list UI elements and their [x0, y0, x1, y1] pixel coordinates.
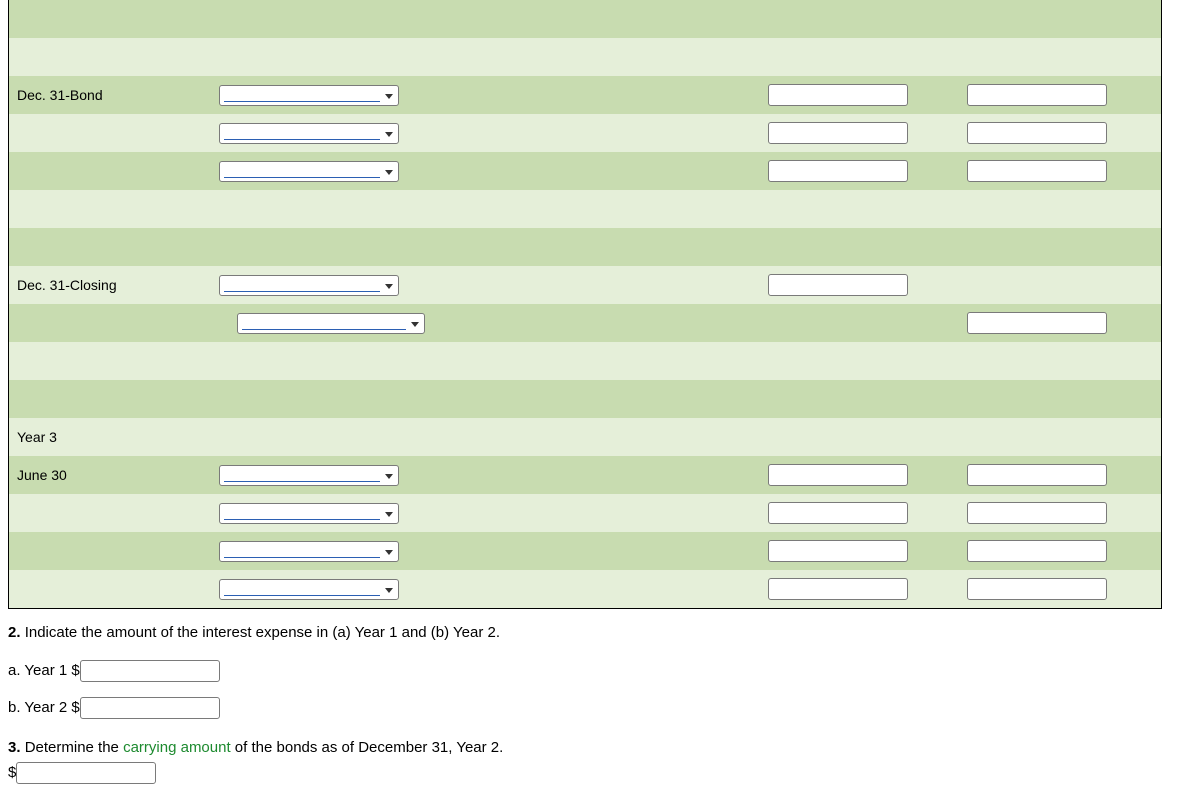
- credit-input[interactable]: [967, 578, 1107, 600]
- q2-text: Indicate the amount of the interest expe…: [25, 624, 500, 641]
- q2a-label: a. Year 1: [8, 662, 67, 679]
- account-dropdown[interactable]: [219, 503, 399, 524]
- table-row: [9, 38, 1161, 76]
- q2b-label: b. Year 2: [8, 699, 67, 716]
- question-2: 2. Indicate the amount of the interest e…: [8, 620, 1192, 646]
- q2a-line: a. Year 1 $: [8, 658, 1192, 684]
- date-label: Dec. 31-Bond: [9, 87, 209, 103]
- debit-input[interactable]: [768, 464, 908, 486]
- year2-input[interactable]: [80, 697, 220, 719]
- credit-input[interactable]: [967, 464, 1107, 486]
- q2b-line: b. Year 2 $: [8, 695, 1192, 721]
- debit-input[interactable]: [768, 540, 908, 562]
- debit-input[interactable]: [768, 578, 908, 600]
- table-row: [9, 570, 1161, 608]
- carrying-amount-input[interactable]: [16, 762, 156, 784]
- account-dropdown[interactable]: [219, 541, 399, 562]
- table-row: [9, 228, 1161, 266]
- table-row: [9, 190, 1161, 228]
- questions-section: 2. Indicate the amount of the interest e…: [0, 609, 1200, 796]
- dollar-sign: $: [8, 764, 16, 781]
- q2-number: 2.: [8, 624, 21, 641]
- credit-input[interactable]: [967, 84, 1107, 106]
- table-row: [9, 152, 1161, 190]
- journal-table: Dec. 31-Bond Dec. 31-Closing Year 3 June 30: [8, 0, 1162, 609]
- credit-input[interactable]: [967, 502, 1107, 524]
- debit-input[interactable]: [768, 502, 908, 524]
- credit-input[interactable]: [967, 160, 1107, 182]
- table-row: June 30: [9, 456, 1161, 494]
- table-row: Dec. 31-Bond: [9, 76, 1161, 114]
- account-dropdown[interactable]: [219, 123, 399, 144]
- dollar-sign: $: [71, 662, 79, 679]
- account-dropdown[interactable]: [219, 275, 399, 296]
- debit-input[interactable]: [768, 122, 908, 144]
- table-row: [9, 532, 1161, 570]
- table-row: [9, 380, 1161, 418]
- date-label: Dec. 31-Closing: [9, 277, 209, 293]
- table-row: Year 3: [9, 418, 1161, 456]
- debit-input[interactable]: [768, 160, 908, 182]
- q3-before: Determine the: [25, 739, 123, 756]
- table-row: [9, 304, 1161, 342]
- table-row: [9, 114, 1161, 152]
- table-row: Dec. 31-Closing: [9, 266, 1161, 304]
- q3-after: of the bonds as of December 31, Year 2.: [231, 739, 504, 756]
- date-label: Year 3: [9, 429, 209, 445]
- table-row: [9, 342, 1161, 380]
- debit-input[interactable]: [768, 274, 908, 296]
- q3-number: 3.: [8, 739, 21, 756]
- debit-input[interactable]: [768, 84, 908, 106]
- year1-input[interactable]: [80, 660, 220, 682]
- table-row: [9, 494, 1161, 532]
- dollar-sign: $: [71, 699, 79, 716]
- account-dropdown[interactable]: [219, 579, 399, 600]
- credit-input[interactable]: [967, 122, 1107, 144]
- question-3: 3. Determine the carrying amount of the …: [8, 735, 1192, 761]
- account-dropdown[interactable]: [219, 465, 399, 486]
- table-row: [9, 0, 1161, 38]
- credit-input[interactable]: [967, 540, 1107, 562]
- q3-answer-line: $: [8, 760, 1192, 786]
- account-dropdown[interactable]: [237, 313, 425, 334]
- credit-input[interactable]: [967, 312, 1107, 334]
- carrying-amount-link[interactable]: carrying amount: [123, 739, 231, 756]
- account-dropdown[interactable]: [219, 85, 399, 106]
- date-label: June 30: [9, 467, 209, 483]
- account-dropdown[interactable]: [219, 161, 399, 182]
